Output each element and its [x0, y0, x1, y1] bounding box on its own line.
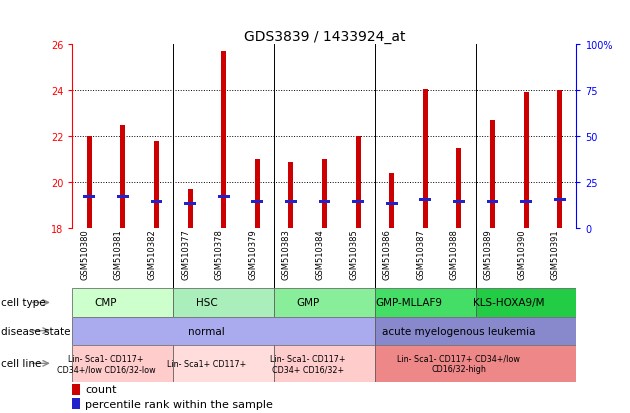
Bar: [554, 198, 566, 201]
Text: GSM510382: GSM510382: [147, 229, 156, 280]
Text: disease state: disease state: [1, 326, 70, 336]
Bar: [285, 201, 297, 204]
Bar: [486, 201, 498, 204]
Bar: [173, 345, 274, 382]
Bar: [184, 203, 196, 206]
Text: GSM510389: GSM510389: [483, 229, 493, 280]
Bar: [274, 289, 375, 317]
Text: GSM510379: GSM510379: [248, 229, 257, 280]
Text: Lin- Sca1- CD117+
CD34+ CD16/32+: Lin- Sca1- CD117+ CD34+ CD16/32+: [270, 354, 345, 373]
Bar: [154, 142, 159, 229]
Bar: [255, 160, 260, 229]
Bar: [173, 289, 274, 317]
Text: GSM510380: GSM510380: [80, 229, 89, 280]
Bar: [72, 399, 79, 410]
Text: GSM510387: GSM510387: [416, 229, 425, 280]
Bar: [322, 160, 327, 229]
Text: CMP: CMP: [94, 298, 117, 308]
Text: Lin- Sca1+ CD117+: Lin- Sca1+ CD117+: [167, 359, 246, 368]
Bar: [524, 93, 529, 229]
Bar: [274, 345, 375, 382]
Text: GSM510384: GSM510384: [316, 229, 324, 280]
Bar: [188, 190, 193, 229]
Bar: [218, 196, 229, 199]
Bar: [375, 345, 576, 382]
Bar: [557, 91, 562, 229]
Text: percentile rank within the sample: percentile rank within the sample: [85, 399, 273, 409]
Bar: [520, 201, 532, 204]
Bar: [423, 90, 428, 229]
Text: GMP-MLLAF9: GMP-MLLAF9: [375, 298, 442, 308]
Bar: [72, 345, 173, 382]
Text: GSM510377: GSM510377: [181, 229, 190, 280]
Bar: [490, 121, 495, 229]
Bar: [289, 162, 294, 229]
Text: GSM510386: GSM510386: [382, 229, 392, 280]
Bar: [386, 203, 398, 206]
Text: cell line: cell line: [1, 358, 41, 368]
Bar: [456, 148, 461, 229]
Text: GSM510388: GSM510388: [450, 229, 459, 280]
Text: cell type: cell type: [1, 298, 45, 308]
Text: GSM510385: GSM510385: [349, 229, 358, 280]
Bar: [151, 201, 163, 204]
Bar: [355, 137, 360, 229]
Text: GMP: GMP: [296, 298, 319, 308]
Bar: [120, 126, 125, 229]
Text: normal: normal: [188, 326, 226, 336]
Text: HSC: HSC: [196, 298, 218, 308]
Bar: [87, 137, 92, 229]
Text: count: count: [85, 385, 117, 394]
Bar: [221, 52, 226, 229]
Bar: [420, 198, 431, 201]
Bar: [72, 384, 79, 395]
Text: GSM510383: GSM510383: [282, 229, 291, 280]
Bar: [72, 289, 173, 317]
Text: GSM510381: GSM510381: [114, 229, 123, 280]
Bar: [72, 317, 375, 345]
Text: Lin- Sca1- CD117+ CD34+/low
CD16/32-high: Lin- Sca1- CD117+ CD34+/low CD16/32-high: [398, 354, 520, 373]
Title: GDS3839 / 1433924_at: GDS3839 / 1433924_at: [244, 30, 405, 44]
Text: KLS-HOXA9/M: KLS-HOXA9/M: [474, 298, 545, 308]
Bar: [389, 173, 394, 229]
Bar: [83, 196, 95, 199]
Bar: [375, 289, 476, 317]
Bar: [117, 196, 129, 199]
Text: GSM510391: GSM510391: [551, 229, 559, 279]
Text: GSM510378: GSM510378: [215, 229, 224, 280]
Text: Lin- Sca1- CD117+
CD34+/low CD16/32-low: Lin- Sca1- CD117+ CD34+/low CD16/32-low: [57, 354, 156, 373]
Text: GSM510390: GSM510390: [517, 229, 526, 279]
Bar: [453, 201, 465, 204]
Text: acute myelogenous leukemia: acute myelogenous leukemia: [382, 326, 536, 336]
Bar: [476, 289, 576, 317]
Bar: [319, 201, 330, 204]
Bar: [375, 317, 576, 345]
Bar: [251, 201, 263, 204]
Bar: [352, 201, 364, 204]
